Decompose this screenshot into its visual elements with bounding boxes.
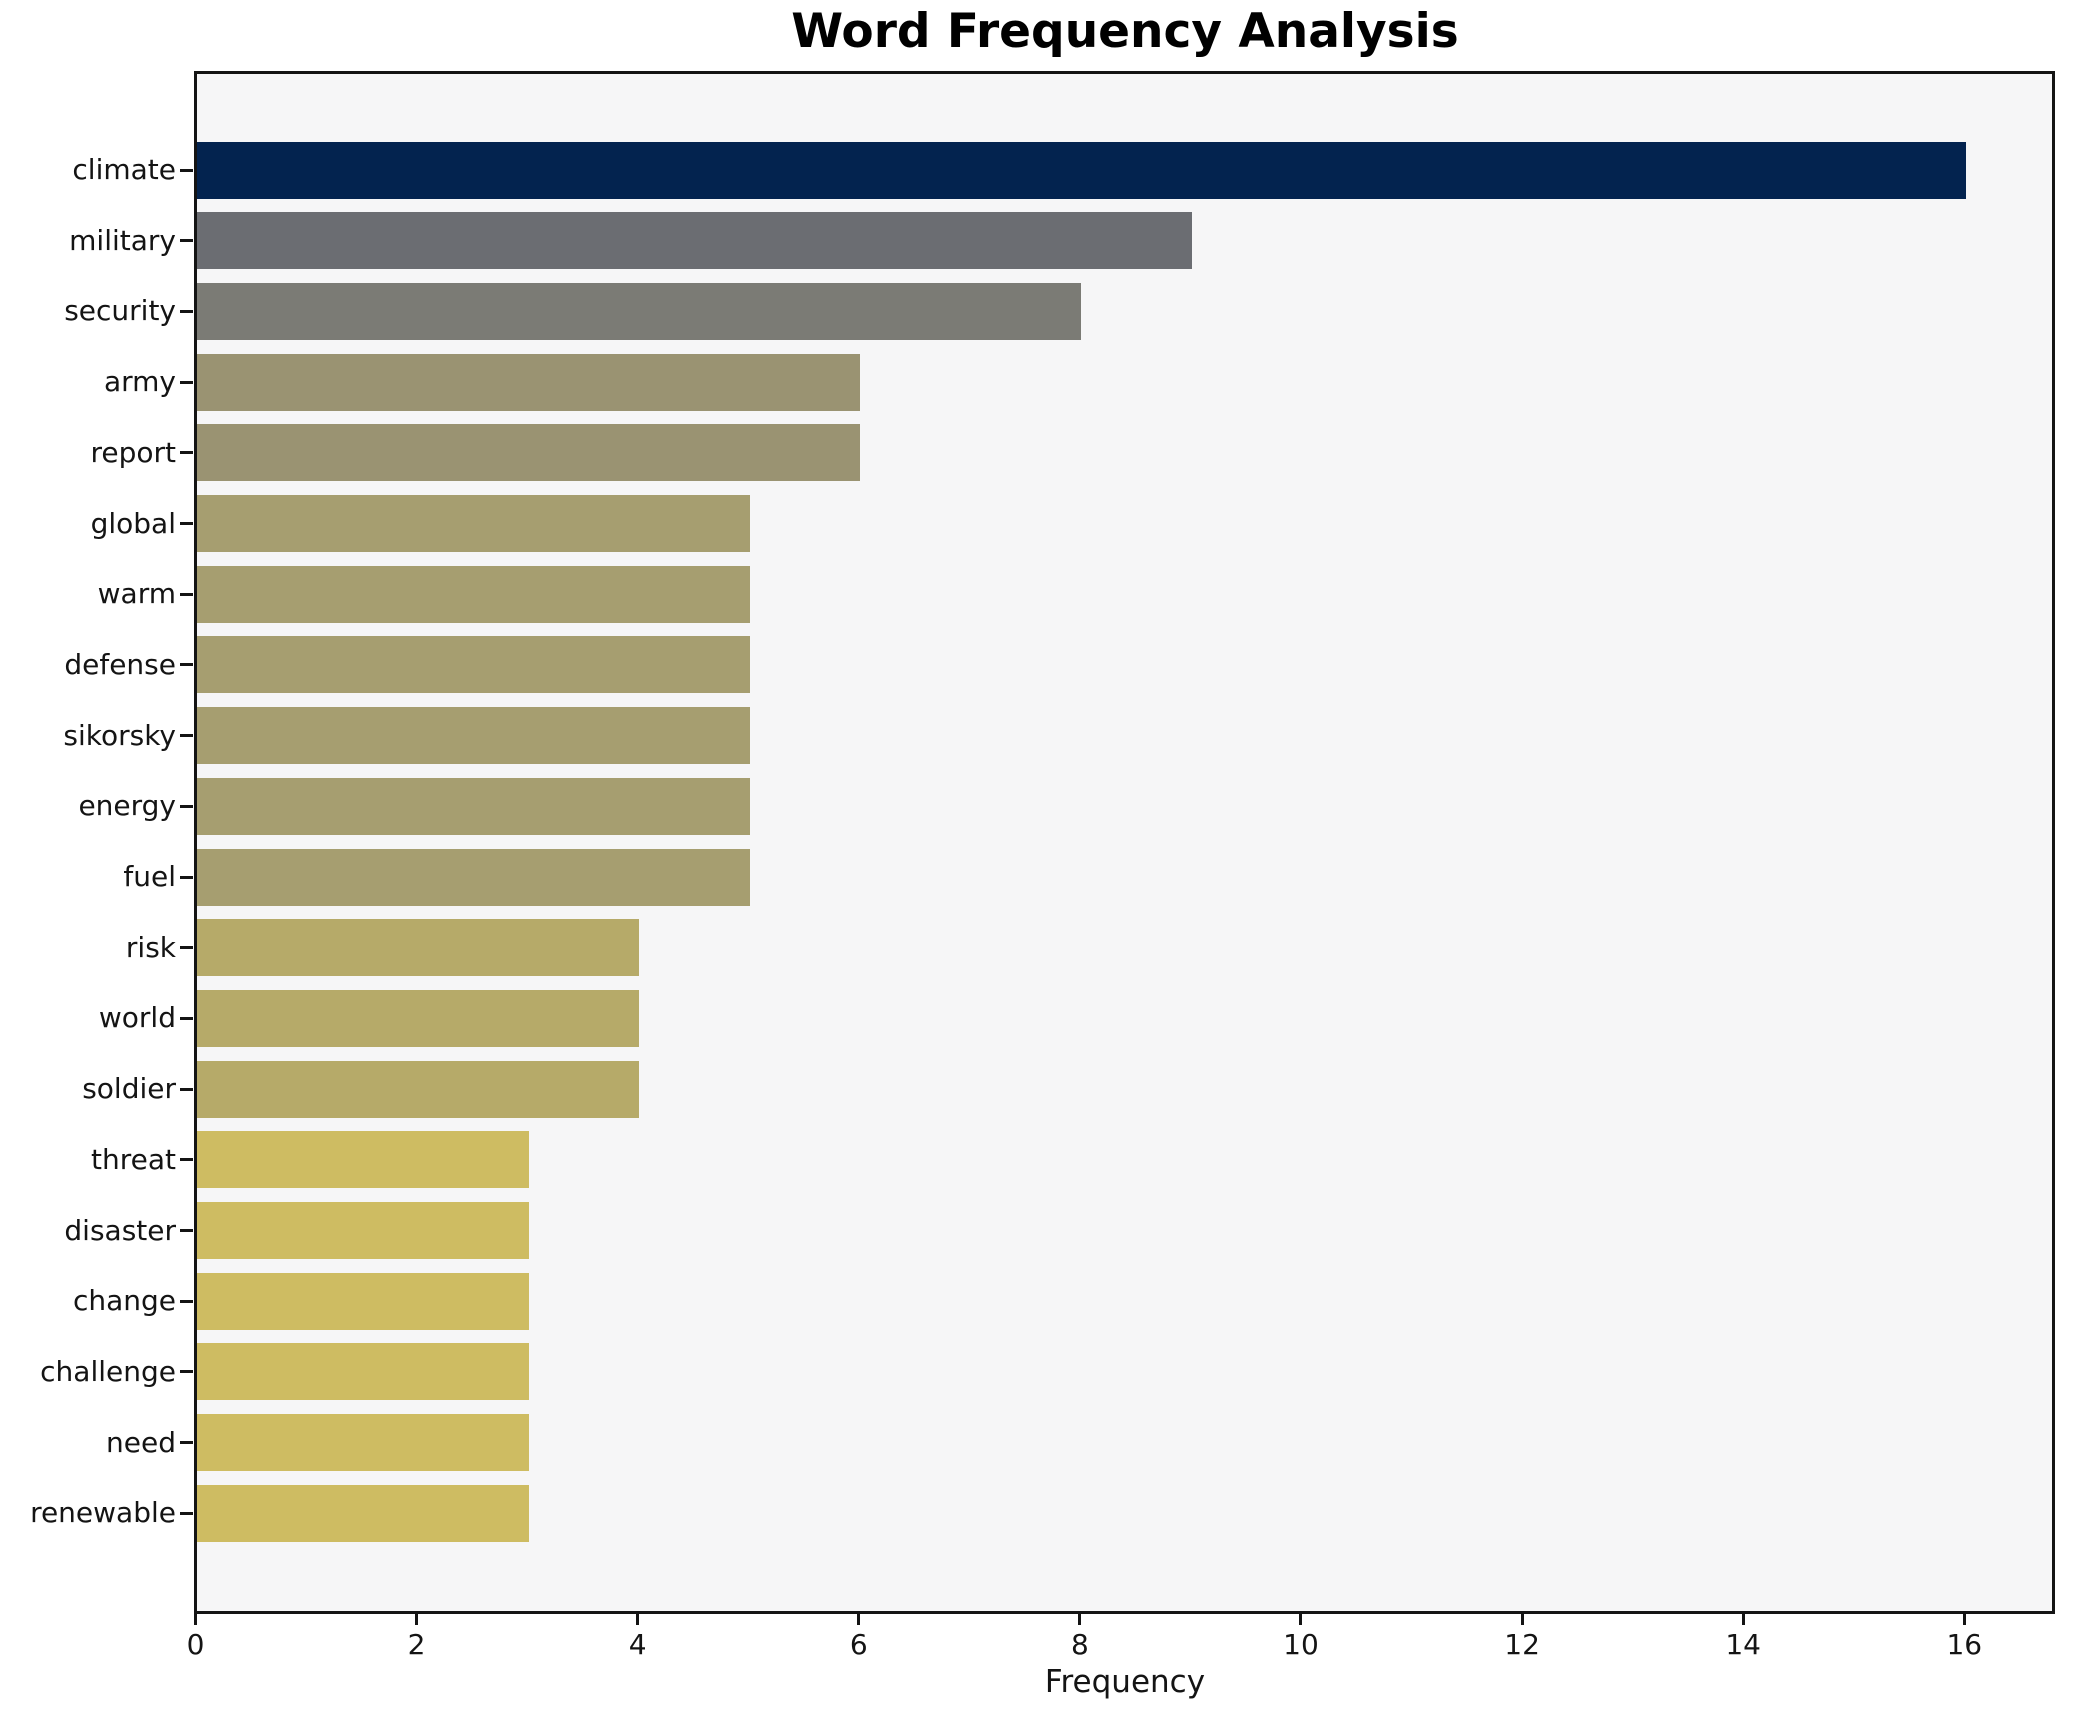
y-tick-label-climate: climate [72,153,176,186]
x-tick-mark [1520,1614,1524,1625]
y-tick-label-challenge: challenge [40,1354,176,1388]
bar-risk [197,919,639,977]
y-tick-mark [180,1511,193,1515]
y-tick-label-energy: energy [78,789,176,823]
x-tick-mark [1962,1614,1966,1625]
x-tick-mark [1299,1614,1303,1625]
y-tick-mark [180,1087,193,1091]
y-tick-mark [180,1441,193,1445]
x-tick-label-8: 8 [1070,1628,1089,1661]
bar-disaster [197,1202,529,1259]
y-tick-label-disaster: disaster [64,1213,176,1247]
bar-climate [197,141,1966,199]
y-tick-mark [180,522,193,525]
y-tick-mark [180,1016,193,1020]
y-tick-label-warm: warm [97,577,176,611]
x-tick-mark [194,1614,197,1625]
y-tick-mark [180,380,193,384]
bar-renewable [197,1484,529,1542]
x-axis-label: Frequency [1044,1664,1206,1700]
y-tick-mark [180,168,193,172]
y-tick-mark [180,451,193,455]
bar-report [197,424,860,482]
bar-threat [197,1131,529,1189]
y-tick-mark [180,592,193,596]
y-tick-mark [180,875,193,879]
x-tick-label-10: 10 [1283,1628,1319,1661]
x-tick-mark [415,1614,419,1625]
x-tick-mark [1741,1614,1745,1625]
y-tick-label-global: global [90,506,176,540]
x-tick-label-12: 12 [1504,1628,1540,1661]
x-tick-mark [857,1614,861,1625]
y-tick-label-security: security [64,294,176,328]
y-tick-mark [180,309,193,313]
y-tick-mark [180,1299,193,1303]
bar-security [197,282,1081,340]
x-tick-mark [1078,1614,1082,1625]
bar-military [197,212,1192,270]
y-tick-label-soldier: soldier [82,1072,176,1106]
x-tick-label-14: 14 [1725,1628,1761,1661]
bar-change [197,1272,529,1330]
bar-world [197,989,639,1047]
bar-warm [197,565,750,623]
y-tick-label-fuel: fuel [123,860,176,893]
bar-defense [197,636,750,694]
bar-challenge [197,1343,529,1401]
plot-area [194,71,2055,1614]
y-tick-label-report: report [90,435,176,469]
y-tick-label-need: need [106,1425,176,1459]
y-tick-mark [180,804,193,808]
y-tick-label-risk: risk [125,930,176,964]
y-tick-label-threat: threat [91,1142,176,1176]
bar-fuel [197,848,750,906]
bar-sikorsky [197,707,750,765]
y-tick-mark [180,663,193,667]
y-tick-mark [180,946,193,950]
y-tick-label-world: world [98,1001,176,1035]
y-tick-label-army: army [103,365,176,399]
y-tick-label-sikorsky: sikorsky [63,718,176,752]
x-tick-label-2: 2 [407,1628,426,1661]
y-tick-mark [180,1229,193,1232]
bar-global [197,495,750,552]
bar-army [197,353,860,411]
chart-title: Word Frequency Analysis [791,4,1459,59]
x-tick-mark [636,1614,640,1625]
y-tick-label-defense: defense [64,647,176,681]
y-tick-label-military: military [69,223,176,257]
bar-need [197,1414,529,1472]
x-tick-label-0: 0 [186,1628,205,1661]
y-tick-label-change: change [72,1284,176,1318]
bar-soldier [197,1060,639,1118]
y-tick-mark [180,1158,193,1162]
y-tick-mark [180,239,193,243]
bar-energy [197,777,750,835]
x-tick-label-16: 16 [1946,1628,1983,1661]
y-tick-mark [180,734,193,738]
y-tick-label-renewable: renewable [30,1496,176,1530]
x-tick-label-4: 4 [628,1628,647,1661]
y-tick-mark [180,1370,193,1374]
x-tick-label-6: 6 [849,1628,868,1661]
